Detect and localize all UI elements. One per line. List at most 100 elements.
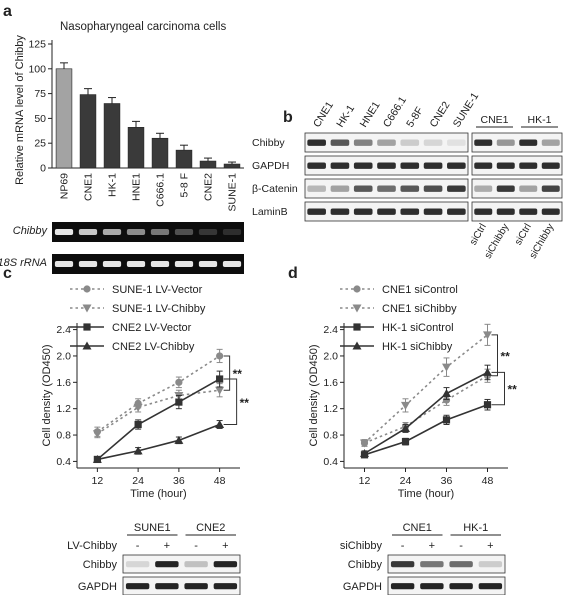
blot-c-row-gapdh-frame [122,576,241,595]
blot-d-row-chibby-band [478,561,503,568]
blot-d-row-gapdh-band [478,583,503,590]
blot-d-sign: + [487,540,493,552]
panel-c-y-tick-label: 2.0 [56,350,71,362]
blot-b-row-laminb-band [307,208,326,215]
blot-b-right-row-laminb-band [541,208,560,215]
panel-c-series-line-sune-1-lv-chibby [96,389,220,435]
blot-b-right-row-catenin-frame [471,178,563,199]
blot-b-row-catenin-band [307,185,326,192]
gel-a-band [198,261,218,267]
panel-d-legend-entry-cne1-sicontrol: CNE1 siControl [340,284,458,296]
blot-b-row-chibby-band [377,139,396,146]
blot-c-row-gapdh-band [184,583,208,590]
panel-d-series-hk-1-sicontrol [360,398,492,459]
panel-c-legend-label: CNE2 LV-Vector [112,322,192,334]
blot-c-sign: + [164,540,170,552]
blot-d-row-chibby-frame [387,554,506,574]
panel-d-significance-label: ** [508,383,518,397]
blot-b-right-row-laminb-band [496,208,515,215]
blot-b-row-label-laminb: LaminB [252,206,288,218]
panel-d-series-line-hk-1-sichibby [364,371,488,455]
blot-b-right-lane-sictrl: siCtrl [513,222,534,247]
panel-c-x-tick-label: 24 [132,475,144,487]
panel-d-x-tick-label: 36 [441,475,453,487]
blot-d-sign: + [429,540,435,552]
blot-b-lane-cne2: CNE2 [427,99,452,129]
blot-b-row-gapdh-band [353,162,373,169]
blot-b-lane-cne1: CNE1 [311,99,336,129]
bar-cne1 [79,94,97,169]
panel-d-legend-marker [352,341,362,350]
panel-a-y-tick-label: 0 [40,163,46,175]
panel-c-legend-entry-sune-1-lv-vector: SUNE-1 LV-Vector [70,284,203,296]
panel-c-ylabel: Cell density (OD450) [41,344,53,446]
panel-d-y-tick-label: 1.2 [323,403,338,415]
blot-b-row-chibby-band [447,139,466,146]
panel-c-point-cne2-lv-chibby [174,435,184,444]
blot-d-row-gapdh-frame [387,576,506,595]
blot-b-row-chibby-band [353,139,373,146]
panel-d-legend-marker [352,304,362,313]
panel-d-point-hk-1-sichibby [401,423,410,432]
panel-c-legend-marker [83,323,91,331]
panel-a-ylabel: Relative mRNA level of Chibby [14,35,26,185]
panel-c-line-chart: 0.4 0.8 1.2 1.6 2.0 2.4 12 24 36 48 Time (hour) Cel… [41,284,249,500]
gel-a-band [150,261,170,267]
x-label-sune-1: SUNE-1 [227,173,239,212]
blot-b-row-gapdh-band [377,162,396,169]
panel-d-point-cne1-sichibby [483,331,492,340]
blot-b-right-row-gapdh-band [474,162,493,169]
panel-d-point-hk-1-sicontrol [401,438,410,446]
panel-d-point-cne1-sichibby [442,363,451,372]
gel-a-row-label-18s-rrna: 18S rRNA [0,257,47,269]
panel-a-y-tick-label: 100 [28,63,46,75]
blot-c-row-chibby-band [125,561,150,568]
bar-hk-1 [103,103,121,169]
blot-b-right-row-chibby-frame [471,132,563,153]
blot-d-group-cne1: CNE1 [403,522,432,534]
panel-d-legend-label: HK-1 siControl [382,322,454,334]
panel-d-x-tick-label: 12 [359,475,371,487]
blot-b-row-catenin-band [353,185,373,192]
panel-d-legend-marker [353,323,361,331]
gel-a-band [126,261,146,267]
panel-c-legend-marker [82,341,92,350]
panel-c-y-tick-label: 2.4 [56,324,71,336]
blot-c-sign: - [194,540,198,552]
panel-a-y-tick-label: 75 [34,88,46,100]
panel-c-legend-entry-sune-1-lv-chibby: SUNE-1 LV-Chibby [70,303,206,315]
blot-c-group-sune1: SUNE1 [134,522,171,534]
panel-d-bracket-line [491,371,505,406]
panel-d-series-line-cne1-sichibby [363,334,488,444]
panel-d-legend-entry-cne1-sichibby: CNE1 siChibby [340,303,457,315]
panel-d-x-tick-label: 24 [400,475,412,487]
blot-d-sign: - [459,540,463,552]
panel-d-series-line-hk-1-sicontrol [364,403,488,456]
blot-b-row-chibby-band [423,139,443,146]
panel-d-point-hk-1-sicontrol [483,401,492,409]
panel-c-series-line-cne2-lv-vector [96,378,221,461]
x-label-5-8-f: 5-8 F [179,173,191,198]
gel-a-band [102,261,122,267]
panel-d-y-tick-label: 0.8 [323,430,338,442]
x-label-c666-1: C666.1 [155,173,167,207]
panel-d-point-hk-1-sichibby [360,449,369,457]
x-label-cne1: CNE1 [83,173,95,201]
panel-c-point-sune-1-lv-chibby [92,430,102,439]
blot-b-row-catenin-band [377,185,396,192]
blot-c-row-chibby-band [184,561,208,568]
panel-letter-b: b [283,109,293,126]
panel-c-y-tick-label: 0.8 [56,430,71,442]
panel-d-bracket-line [491,334,498,377]
panel-c-y-tick-label: 0.4 [56,456,71,468]
blot-c-row-gapdh-band [125,583,150,590]
blot-b-right-row-chibby-band [496,139,515,146]
blot-b-row-label-chibby: Chibby [252,137,285,149]
blot-b-right-row-catenin-band [541,185,560,192]
panel-letter-d: d [288,265,298,282]
x-label-np69: NP69 [59,173,71,199]
panel-d-point-cne1-sichibby [401,401,410,410]
panel-c-point-cne2-lv-chibby [92,454,102,463]
blot-d-sign: - [401,540,405,552]
panel-c-x-tick-label: 36 [173,475,185,487]
